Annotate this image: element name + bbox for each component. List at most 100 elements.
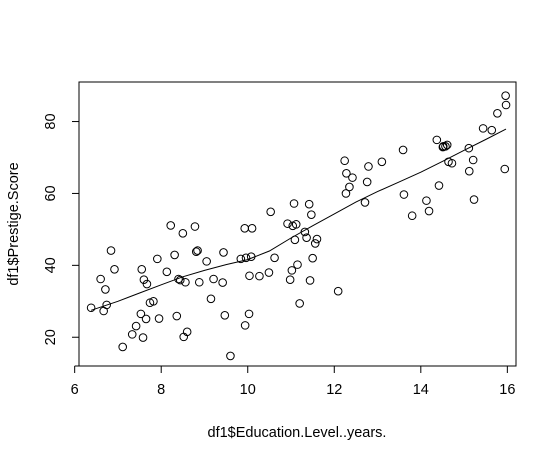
data-point — [240, 224, 250, 233]
data-point — [244, 309, 254, 319]
data-point — [86, 303, 96, 313]
data-point — [137, 264, 147, 274]
data-point — [464, 166, 474, 176]
data-point — [149, 296, 158, 306]
data-point — [209, 274, 218, 284]
y-axis: 20 40 60 80 — [43, 113, 80, 345]
data-point — [364, 162, 373, 171]
data-point — [266, 207, 275, 217]
data-point — [96, 274, 105, 284]
data-point — [153, 254, 162, 264]
data-point — [342, 169, 351, 178]
y-tick-label: 60 — [43, 185, 59, 201]
x-tick-label: 14 — [413, 382, 429, 398]
data-point — [162, 267, 172, 277]
x-axis-label: df1$Education.Level..years. — [208, 425, 387, 441]
data-point — [447, 158, 457, 168]
data-point — [305, 276, 315, 285]
y-tick-label: 80 — [43, 113, 59, 129]
data-point — [206, 294, 216, 304]
data-point — [399, 190, 409, 199]
data-point — [138, 333, 148, 342]
data-point — [193, 246, 202, 255]
data-point — [340, 156, 349, 166]
x-tick-label: 10 — [240, 382, 256, 398]
data-point — [307, 210, 316, 219]
data-point — [469, 195, 479, 204]
data-point — [236, 254, 246, 264]
data-point — [139, 275, 149, 285]
data-points — [86, 91, 511, 361]
data-point — [312, 234, 322, 244]
data-point — [190, 222, 200, 231]
data-point — [304, 199, 314, 209]
data-point — [283, 219, 292, 228]
data-point — [362, 177, 372, 187]
data-point — [102, 300, 111, 310]
data-point — [241, 253, 251, 263]
data-point — [226, 351, 235, 361]
data-point — [175, 275, 185, 285]
data-point — [289, 199, 299, 208]
data-point — [302, 233, 311, 242]
data-point — [360, 198, 370, 207]
data-point — [219, 248, 228, 257]
data-point — [181, 277, 190, 287]
data-point — [220, 311, 230, 320]
data-point — [442, 140, 452, 150]
data-point — [202, 257, 211, 266]
data-point — [174, 274, 183, 284]
data-point — [255, 271, 264, 281]
data-point — [136, 309, 146, 319]
y-tick-label: 40 — [43, 257, 59, 273]
data-point — [106, 246, 116, 255]
data-point — [240, 321, 250, 330]
data-point — [333, 286, 343, 296]
x-axis: 6 8 10 12 14 16 — [71, 365, 515, 398]
data-point — [118, 342, 127, 352]
data-point — [142, 279, 152, 289]
data-point — [141, 314, 151, 324]
data-point — [424, 206, 434, 216]
data-point — [308, 253, 317, 263]
data-point — [110, 264, 119, 274]
data-point — [245, 271, 254, 281]
y-tick-label: 20 — [43, 329, 59, 345]
data-point — [194, 277, 204, 287]
data-point — [170, 250, 179, 260]
lowess-smooth-line — [90, 128, 507, 311]
data-point — [293, 260, 302, 269]
data-point — [501, 91, 510, 100]
x-tick-label: 16 — [499, 382, 515, 398]
data-point — [166, 221, 176, 230]
data-point — [398, 145, 408, 155]
x-tick-label: 8 — [157, 382, 165, 398]
data-point — [487, 125, 497, 135]
data-point — [285, 275, 295, 285]
data-point — [101, 285, 110, 294]
data-point — [310, 239, 320, 248]
data-point — [291, 220, 301, 229]
data-point — [501, 100, 511, 110]
plot-frame — [78, 81, 517, 367]
data-point — [377, 157, 387, 167]
data-point — [270, 253, 279, 263]
data-point — [182, 327, 192, 337]
data-point — [178, 229, 188, 238]
data-point — [441, 142, 450, 151]
data-point — [493, 108, 502, 118]
data-point — [246, 252, 256, 262]
data-point — [154, 314, 164, 323]
x-tick-label: 6 — [71, 382, 79, 398]
data-point — [191, 247, 201, 256]
data-point — [422, 196, 431, 205]
data-point — [131, 321, 141, 331]
data-point — [345, 182, 354, 192]
data-point — [295, 299, 304, 308]
data-point — [500, 164, 510, 174]
data-point — [287, 266, 297, 275]
data-point — [464, 143, 474, 153]
data-point — [432, 135, 442, 145]
x-tick-label: 12 — [326, 382, 342, 398]
